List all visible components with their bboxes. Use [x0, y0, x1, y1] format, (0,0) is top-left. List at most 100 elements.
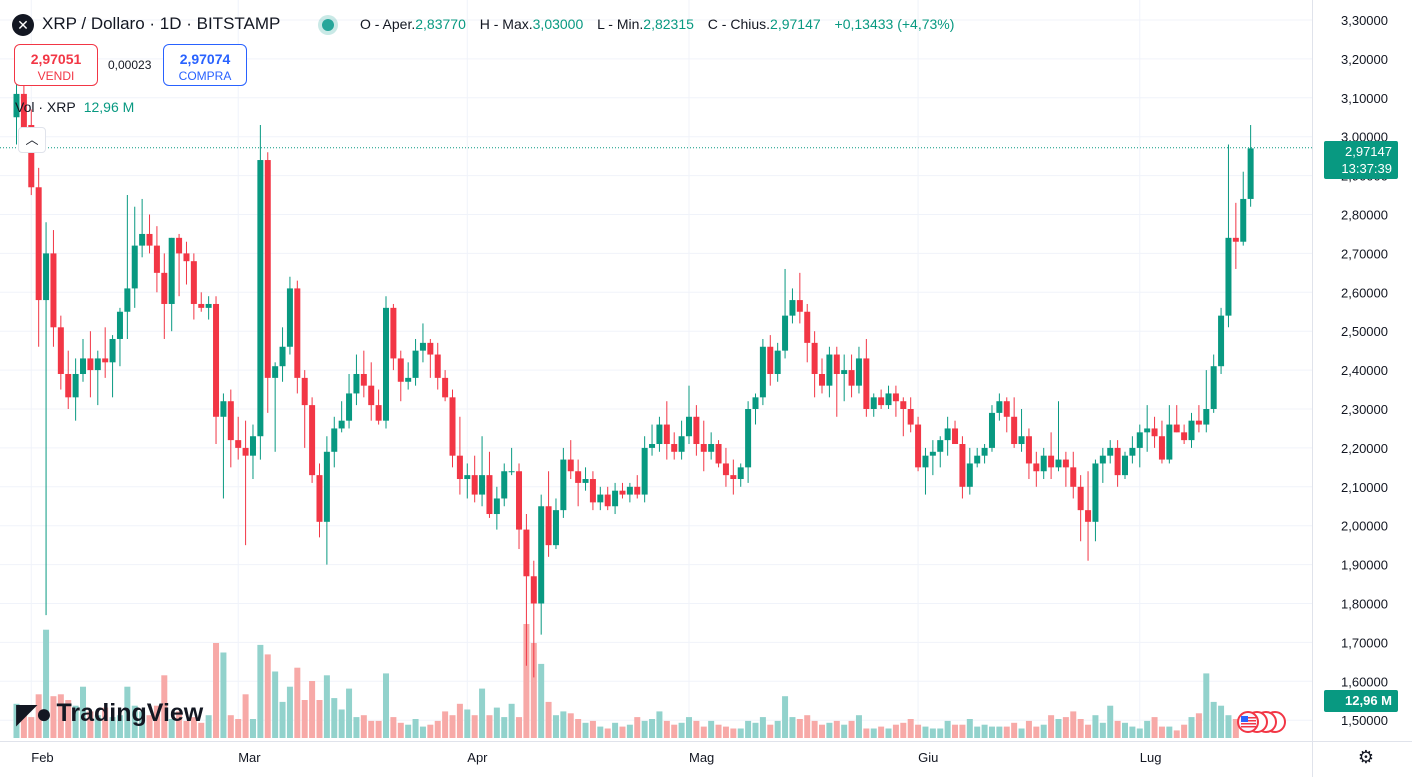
- candle: [626, 482, 633, 503]
- volume-bar: [523, 624, 530, 738]
- volume-bar: [863, 728, 870, 738]
- volume-bar: [346, 688, 353, 738]
- candle-body: [419, 342, 426, 351]
- candle: [841, 354, 848, 402]
- volume-bar: [360, 715, 367, 738]
- candle-body: [442, 377, 449, 398]
- volume-legend[interactable]: Vol · XRP 12,96 M: [15, 99, 134, 115]
- volume-bar: [235, 719, 242, 738]
- candle-body: [626, 486, 633, 495]
- candle-body: [338, 420, 345, 429]
- volume-bar: [1210, 701, 1217, 738]
- candle-body: [390, 307, 397, 359]
- candle-body: [634, 486, 641, 495]
- candle-body: [309, 405, 316, 476]
- candle: [671, 432, 678, 460]
- volume-bar: [80, 686, 87, 738]
- candle-body: [257, 160, 264, 437]
- candle-body: [589, 479, 596, 503]
- volume-bar: [944, 720, 951, 738]
- volume-bar: [286, 686, 293, 738]
- volume-bar: [1158, 726, 1165, 738]
- candle: [176, 233, 183, 297]
- candle-body: [353, 373, 360, 394]
- volume-bar: [885, 728, 892, 738]
- candle-body: [286, 288, 293, 347]
- volume-bar: [279, 701, 286, 738]
- candle-body: [1151, 428, 1158, 437]
- candle: [1232, 202, 1239, 269]
- candle-body: [767, 346, 774, 374]
- volume-bar: [604, 728, 611, 738]
- candle-body: [685, 416, 692, 437]
- candle: [944, 416, 951, 456]
- candle: [279, 327, 286, 382]
- candle-body: [878, 397, 885, 406]
- candle: [575, 459, 582, 507]
- volume-bar: [715, 724, 722, 738]
- candle: [752, 393, 759, 425]
- open-value: 2,83770: [415, 16, 466, 32]
- candle-body: [1048, 455, 1055, 468]
- candle-body: [619, 490, 626, 495]
- candle: [745, 401, 752, 483]
- candle: [375, 389, 382, 425]
- volume-bar: [678, 722, 685, 738]
- candle-body: [1070, 467, 1077, 487]
- candle-body: [952, 428, 959, 445]
- volume-bar: [109, 717, 116, 738]
- candle: [102, 327, 109, 378]
- volume-bar: [767, 724, 774, 738]
- volume-bar: [353, 717, 360, 738]
- candle: [486, 451, 493, 518]
- symbol-title[interactable]: XRP / Dollaro · 1D · BITSTAMP: [42, 14, 281, 33]
- volume-bar: [501, 717, 508, 738]
- volume-bar: [272, 671, 279, 738]
- candle: [1033, 451, 1040, 487]
- volume-bar: [94, 715, 101, 738]
- candle: [545, 471, 552, 557]
- tradingview-logo[interactable]: ◤● TradingView: [16, 697, 203, 730]
- volume-bar: [405, 724, 412, 738]
- collapse-legend-button[interactable]: ︿: [18, 127, 46, 153]
- buy-button[interactable]: 2,97074 COMPRA: [163, 44, 247, 86]
- candle: [508, 447, 515, 476]
- candle-body: [35, 187, 42, 301]
- volume-bar: [102, 707, 109, 738]
- candle-body: [1077, 486, 1084, 511]
- volume-bar: [368, 720, 375, 738]
- candle-body: [508, 471, 515, 473]
- volume-bar: [72, 705, 79, 738]
- candle-body: [804, 311, 811, 343]
- candle: [796, 272, 803, 324]
- candle-body: [264, 160, 271, 378]
- volume-bar: [1122, 722, 1128, 738]
- candle: [13, 82, 20, 145]
- candle: [323, 436, 330, 565]
- candle-body: [183, 253, 190, 262]
- candle-body: [523, 529, 530, 577]
- candle: [634, 475, 641, 499]
- x-tick-label: Lug: [1140, 750, 1162, 765]
- volume-bar: [205, 715, 212, 738]
- candle-body: [1188, 420, 1195, 441]
- sell-button[interactable]: 2,97051 VENDI: [14, 44, 98, 86]
- candle-body: [1092, 463, 1099, 522]
- candle: [1181, 424, 1188, 445]
- candle: [397, 350, 404, 402]
- candle: [604, 486, 611, 511]
- volume-bar: [730, 728, 737, 738]
- candle: [109, 335, 116, 398]
- market-status-icon[interactable]: [322, 19, 334, 31]
- settings-gear-icon[interactable]: ⚙: [1357, 747, 1375, 767]
- candle: [153, 226, 160, 293]
- volume-bar: [190, 717, 197, 738]
- candle-body: [1247, 148, 1254, 199]
- y-tick-label: 2,60000: [1341, 285, 1388, 300]
- volume-bar: [752, 722, 759, 738]
- us-flag-events-icon[interactable]: [1235, 710, 1287, 734]
- candle: [929, 440, 936, 476]
- candle: [589, 471, 596, 511]
- candle-body: [249, 436, 256, 456]
